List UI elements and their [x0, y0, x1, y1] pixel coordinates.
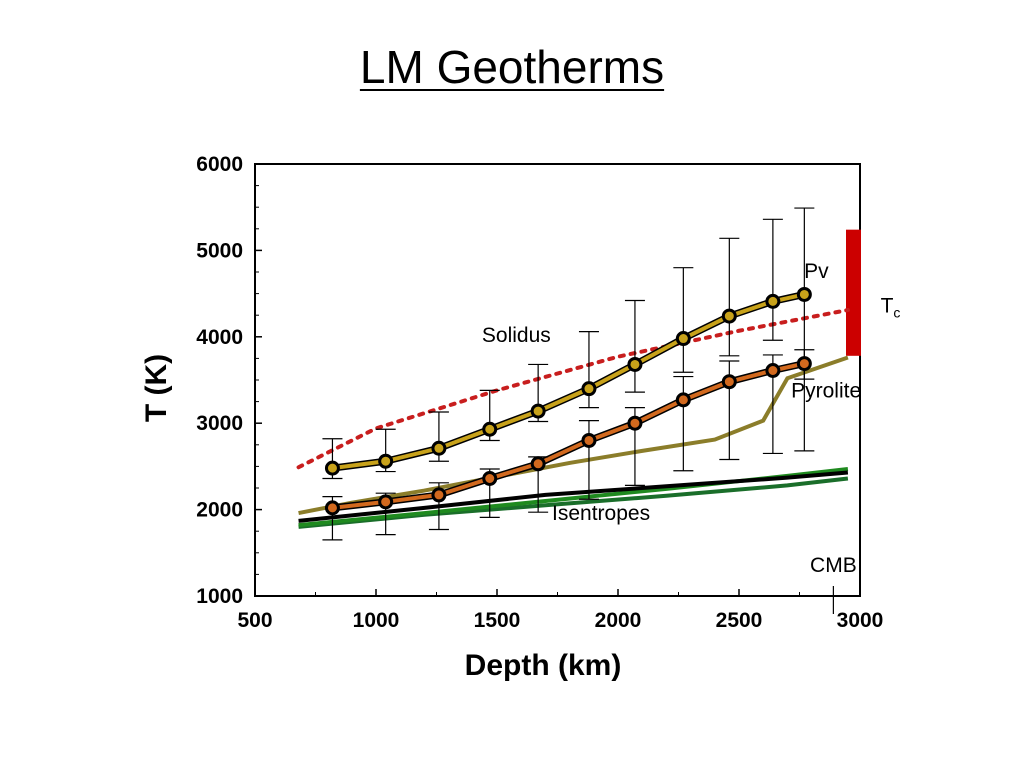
- chart-axes: [254, 163, 861, 614]
- y-tick-label: 4000: [196, 326, 243, 349]
- annotation: Solidus: [482, 324, 551, 347]
- series-line-5: [298, 467, 849, 528]
- annotation: Isentropes: [552, 502, 650, 525]
- x-tick-label: 1000: [353, 609, 400, 632]
- pv-point: [627, 356, 643, 372]
- series-line-4: [298, 470, 849, 523]
- chart-error-bars: [322, 207, 815, 541]
- x-tick-label: 2500: [716, 609, 763, 632]
- pv-point: [581, 381, 597, 397]
- plot-frame: [254, 163, 861, 597]
- x-tick-label: 2000: [595, 609, 642, 632]
- y-tick-label: 6000: [196, 153, 243, 176]
- pyrolite-point: [675, 392, 691, 408]
- pv-point: [431, 440, 447, 456]
- pv-point: [796, 286, 812, 302]
- annotation-subscript: c: [893, 305, 900, 321]
- pyrolite-point: [796, 356, 812, 372]
- tc-bar: [846, 229, 861, 356]
- pyrolite-point: [765, 362, 781, 378]
- pv-point: [378, 453, 394, 469]
- pv-point: [765, 293, 781, 309]
- pv-point: [530, 403, 546, 419]
- annotation: Pyrolite: [791, 379, 861, 402]
- pyrolite-point: [324, 500, 340, 516]
- pyrolite-point: [482, 470, 498, 486]
- annotation: Tc: [881, 295, 901, 321]
- pyrolite-point: [721, 374, 737, 390]
- slide-title: LM Geotherms: [359, 41, 665, 93]
- chart-points: [324, 286, 812, 516]
- y-tick-label: 2000: [196, 499, 243, 522]
- solidus-line: [296, 308, 850, 470]
- pv-point: [721, 308, 737, 324]
- pv-point: [675, 331, 691, 347]
- pyrolite-point: [581, 432, 597, 448]
- chart-lines: [296, 291, 850, 529]
- x-axis-label: Depth (km): [465, 649, 622, 682]
- y-tick-label: 1000: [196, 585, 243, 608]
- pyrolite-point: [431, 487, 447, 503]
- x-tick-label: 500: [237, 609, 272, 632]
- pyrolite-point: [627, 415, 643, 431]
- y-axis-label: T (K): [140, 354, 173, 422]
- chart-annotations: Pv Solidus Pyrolite Isentropes CMB Tc: [482, 260, 900, 577]
- pyrolite-point: [378, 494, 394, 510]
- pyrolite-point: [530, 456, 546, 472]
- annotation: CMB: [810, 554, 857, 577]
- y-tick-label: 5000: [196, 239, 243, 262]
- x-tick-label: 1500: [474, 609, 521, 632]
- annotation: Pv: [804, 260, 829, 283]
- series-line-3: [298, 355, 849, 516]
- y-tick-label: 3000: [196, 412, 243, 435]
- chart-ticks: 500 1000 1500 2000 2500 300010002000300040005…: [196, 153, 883, 632]
- pv-point: [324, 460, 340, 476]
- pv-point: [482, 421, 498, 437]
- x-tick-label: 3000: [837, 609, 884, 632]
